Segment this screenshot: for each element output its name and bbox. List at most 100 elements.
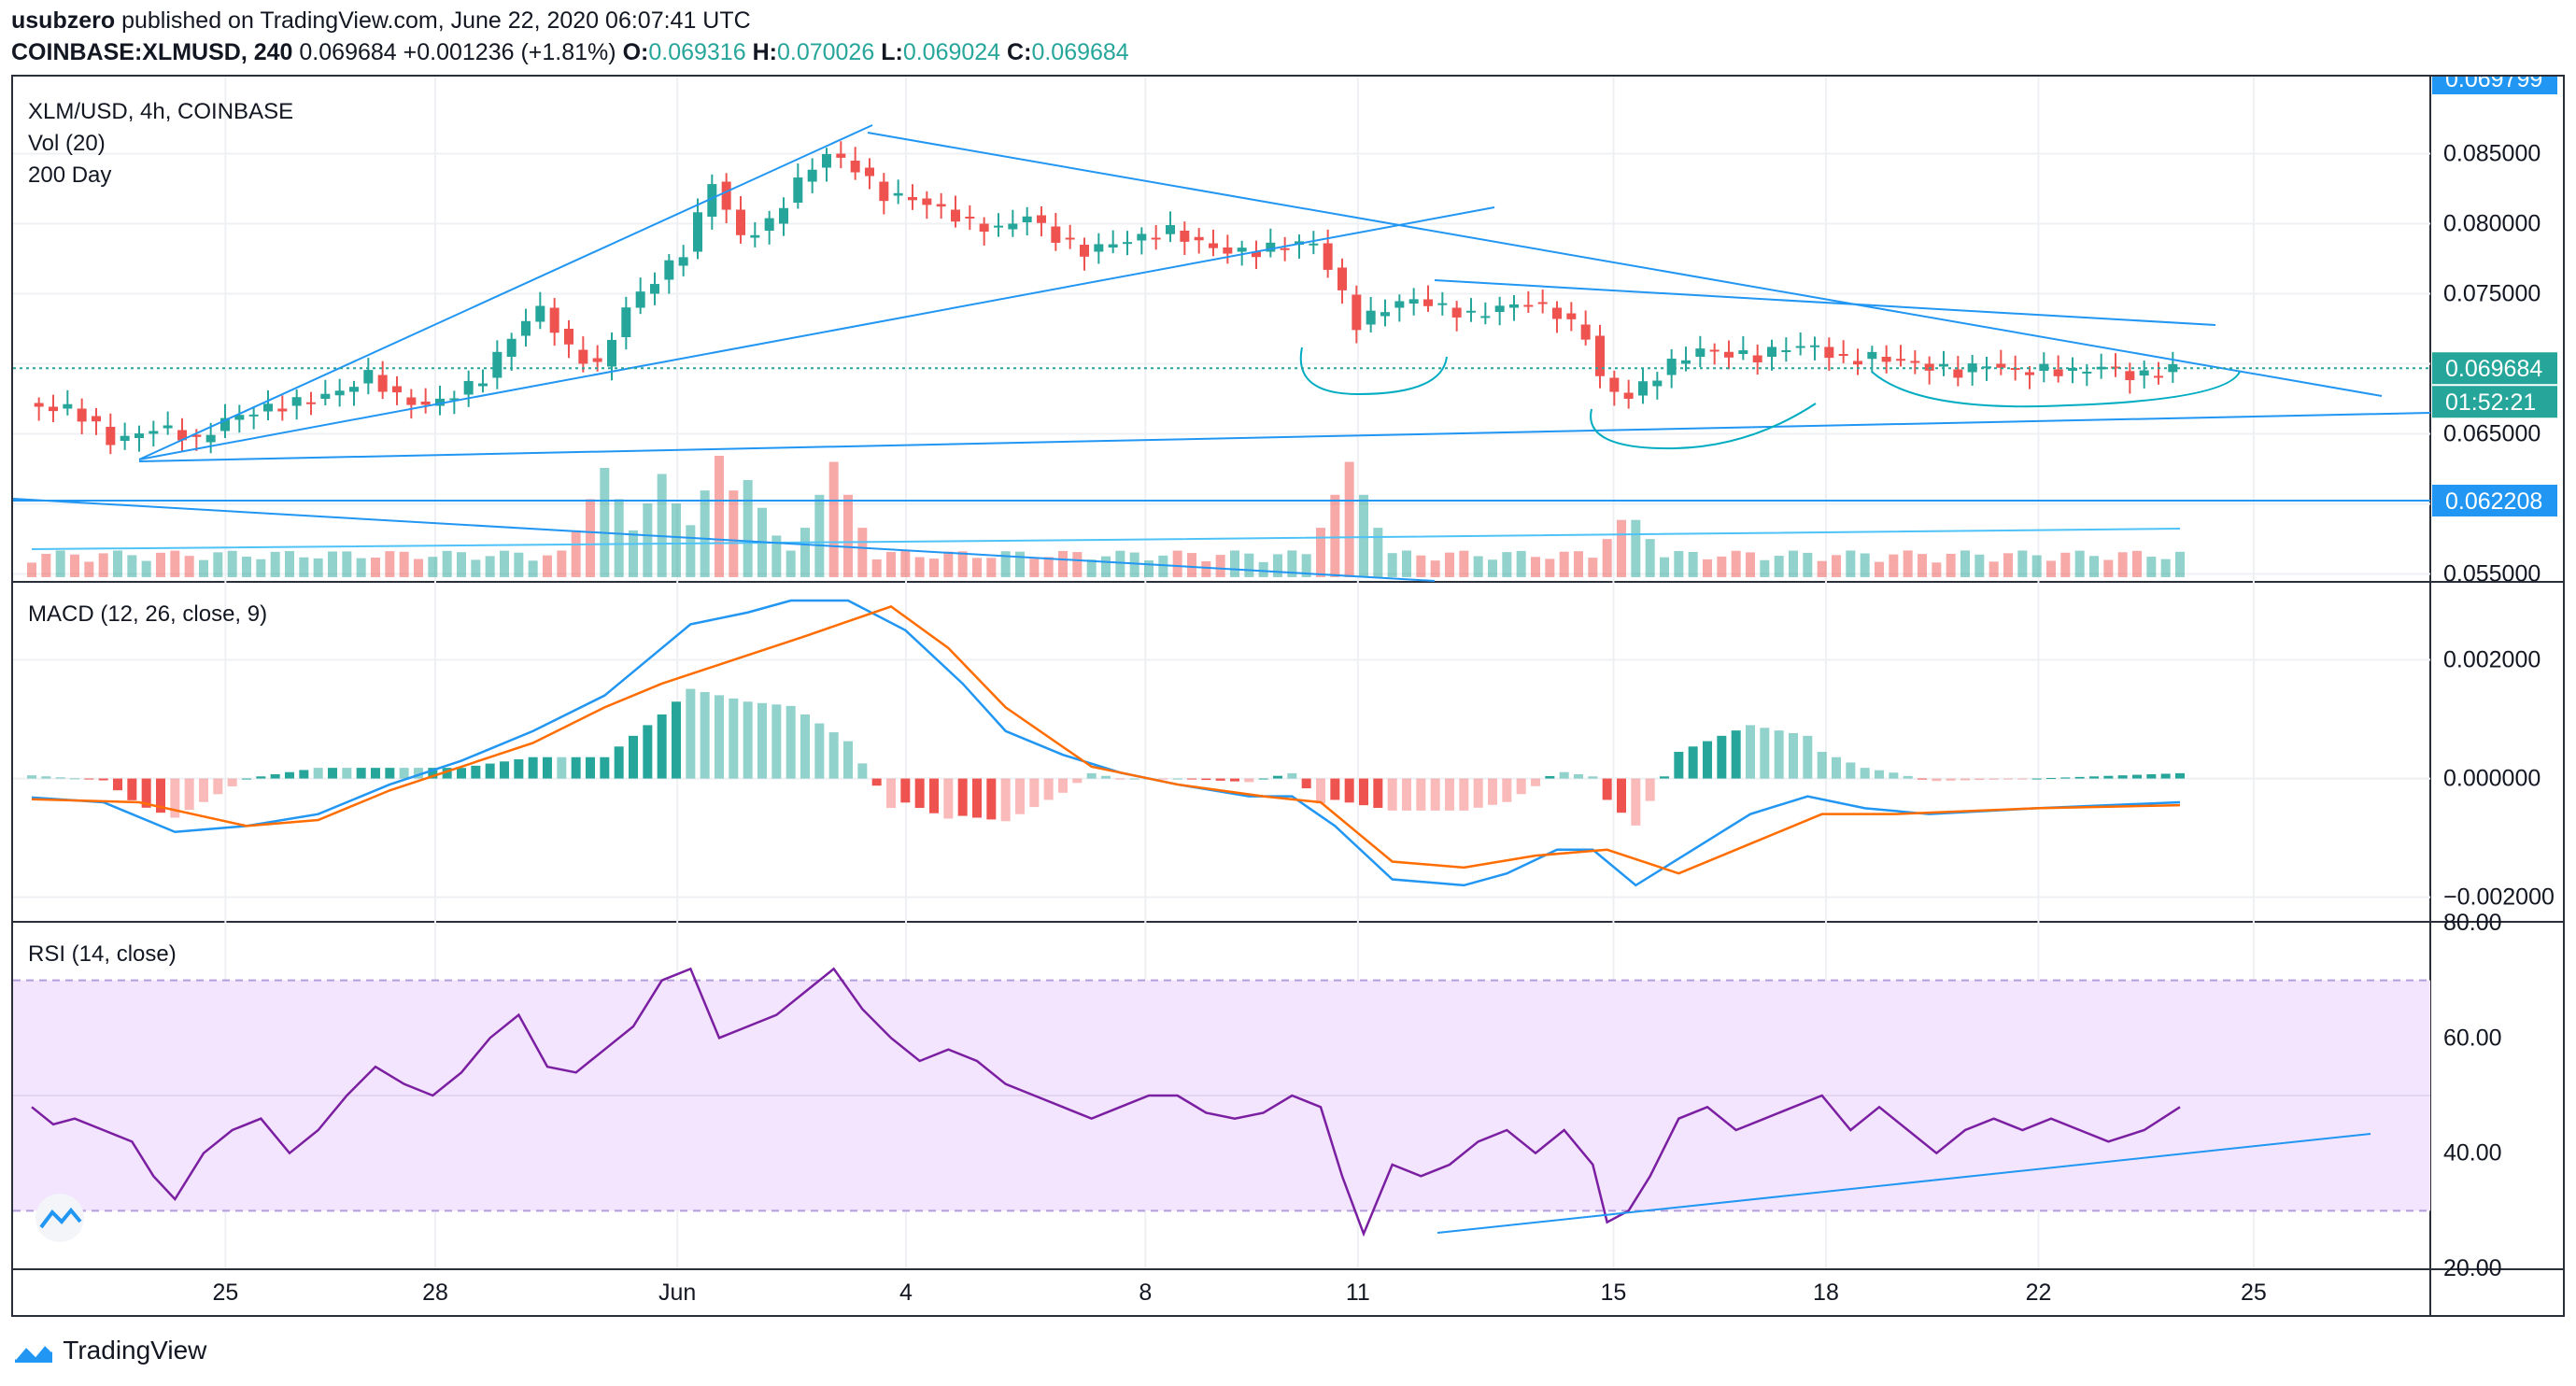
macd-histogram-bar	[1172, 778, 1182, 780]
volume-bar	[1760, 559, 1770, 577]
macd-histogram-bar	[1817, 752, 1827, 779]
macd-histogram-bar	[1631, 778, 1641, 826]
open-value: 0.069316	[648, 39, 746, 65]
macd-histogram-bar	[1359, 778, 1368, 806]
macd-tick-label: 0.000000	[2443, 766, 2541, 792]
volume-bar	[2060, 552, 2071, 577]
candle-body	[149, 431, 159, 434]
chart-canvas[interactable]: 25 28 Jun 4 8 11 15 18 22 25 0.085000 0.080000 0.075…	[13, 77, 2563, 1315]
macd-histogram-bar	[184, 778, 194, 811]
candle-body	[506, 338, 517, 357]
volume-bar	[2117, 552, 2128, 577]
volume-bar	[1932, 562, 1942, 577]
volume-bar	[170, 550, 180, 577]
volume-bar	[227, 550, 237, 577]
macd-histogram-bar	[514, 759, 524, 779]
candle-body	[607, 339, 616, 367]
rsi-tick-label: 60.00	[2443, 1025, 2502, 1051]
candle-body	[592, 358, 602, 362]
volume-bar	[700, 490, 710, 577]
volume-bar	[786, 550, 796, 577]
macd-histogram-bar	[442, 768, 452, 779]
volume-bar	[1946, 553, 1956, 577]
macd-histogram-bar	[857, 763, 868, 779]
volume-bar	[1588, 558, 1598, 577]
macd-histogram-bar	[1803, 735, 1813, 779]
symbol[interactable]: COINBASE:XLMUSD, 240	[11, 39, 293, 65]
volume-bar	[2074, 550, 2085, 577]
countdown-badge: 01:52:21	[2445, 389, 2536, 416]
volume-ma-line	[31, 528, 2181, 550]
candle-body	[1867, 351, 1877, 360]
macd-histogram-bar	[213, 778, 223, 795]
rsi-tick-label: 80.00	[2443, 910, 2502, 936]
macd-histogram-bar	[700, 691, 710, 779]
candle-body	[2154, 375, 2163, 378]
high-value: 0.070026	[776, 39, 875, 65]
macd-histogram-bar	[557, 757, 567, 779]
volume-bar	[1889, 554, 1899, 577]
chart-frame[interactable]: 25 28 Jun 4 8 11 15 18 22 25 0.085000 0.080000 0.075…	[11, 75, 2565, 1317]
candle-body	[263, 403, 273, 412]
candle-body	[850, 161, 860, 173]
candle-body	[1209, 243, 1218, 248]
macd-histogram-bar	[299, 770, 309, 779]
macd-histogram-bar	[1946, 778, 1956, 781]
macd-histogram-bar	[371, 768, 380, 779]
volume-bar	[1301, 554, 1311, 577]
candle-body	[1266, 242, 1276, 252]
trendline-descending	[867, 132, 2383, 397]
candle-body	[1695, 348, 1706, 357]
candle-body	[650, 284, 659, 294]
last-price-badge: 0.069684	[2445, 356, 2542, 382]
macd-histogram-bar	[1273, 775, 1282, 779]
macd-histogram-bar	[2060, 777, 2071, 779]
candle-body	[621, 307, 631, 337]
close-label: C:	[1007, 39, 1032, 65]
macd-histogram-bar	[1860, 768, 1870, 779]
volume-bar	[1058, 550, 1068, 577]
volume-pane-title: Vol (20)	[28, 131, 106, 156]
volume-bar	[1574, 551, 1583, 577]
macd-histogram-bar	[1058, 778, 1068, 793]
macd-histogram-bar	[943, 778, 954, 819]
countdown-badge-bg	[2432, 386, 2557, 418]
volume-bar	[84, 561, 94, 577]
volume-bar	[2089, 556, 2099, 577]
macd-histogram-bar	[1717, 735, 1727, 779]
macd-histogram-bar	[70, 778, 79, 780]
macd-histogram-bar	[1889, 772, 1899, 779]
macd-histogram-bar	[2046, 778, 2056, 780]
macd-histogram-bar	[586, 757, 595, 779]
trendline-rising-lower	[138, 206, 1495, 460]
candle-body	[1451, 307, 1462, 318]
macd-histogram-bar	[313, 768, 323, 779]
low-value: 0.069024	[902, 39, 1001, 65]
candle-body	[1094, 244, 1104, 252]
macd-pane-title: MACD (12, 26, close, 9)	[28, 601, 268, 627]
macd-histogram-bar	[800, 714, 810, 779]
volume-bar	[1172, 550, 1182, 577]
macd-histogram-bar	[1602, 778, 1612, 800]
candle-body	[406, 397, 417, 405]
candle-body	[2139, 370, 2149, 376]
macd-histogram-bar	[729, 698, 739, 779]
high-label: H:	[752, 39, 777, 65]
pattern-arc	[1871, 371, 2241, 408]
candle-body	[1881, 357, 1891, 362]
volume-bar	[943, 551, 954, 577]
candle-body	[664, 260, 674, 280]
macd-histogram-bar	[1660, 776, 1669, 779]
macd-histogram-bar	[1974, 778, 1985, 781]
tradingview-logo[interactable]: TradingView	[11, 1336, 206, 1366]
volume-bar	[1717, 556, 1727, 577]
level-price-badge: 0.062208	[2445, 488, 2542, 515]
volume-bar	[141, 560, 151, 577]
publisher-name[interactable]: usubzero	[11, 7, 116, 34]
volume-bar	[1703, 559, 1712, 577]
macd-histogram-bar	[141, 778, 151, 808]
macd-histogram-bar	[500, 761, 509, 779]
candle-body	[750, 234, 760, 238]
macd-histogram-bar	[1760, 728, 1770, 779]
candle-body	[893, 192, 903, 196]
